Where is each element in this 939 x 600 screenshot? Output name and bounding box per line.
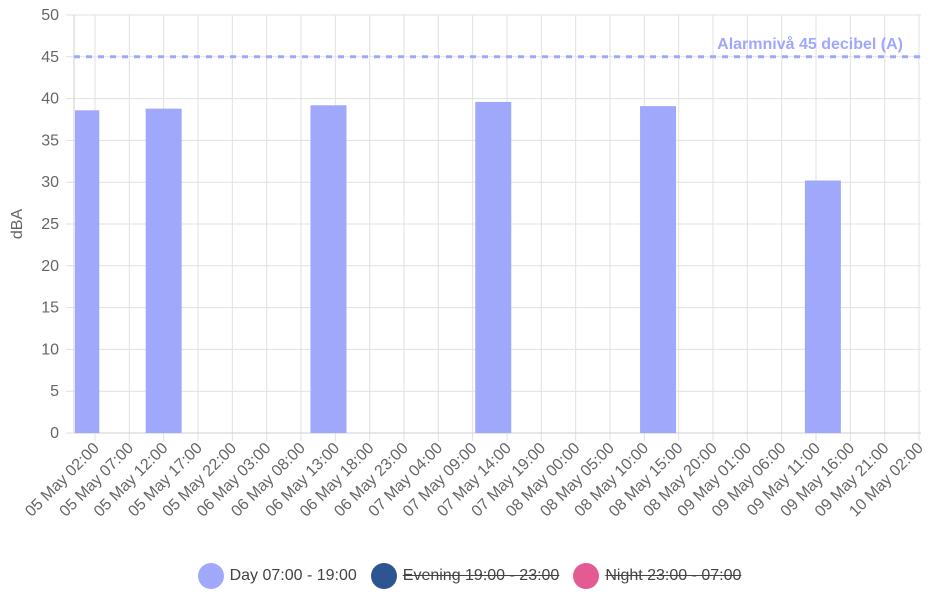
legend-swatch <box>573 563 600 589</box>
legend-swatch <box>370 563 397 589</box>
legend-label: Day 07:00 - 19:00 <box>229 567 357 584</box>
bar[interactable] <box>75 110 100 433</box>
legend-label: Evening 19:00 - 23:00 <box>402 567 560 584</box>
y-tick-label: 5 <box>50 383 59 400</box>
y-tick-label: 15 <box>41 300 59 317</box>
legend-label: Night 23:00 - 07:00 <box>605 567 742 584</box>
alarm-threshold-label: Alarmnivå 45 decibel (A) <box>717 35 903 53</box>
y-tick-label: 20 <box>41 258 59 275</box>
legend-item[interactable]: Day 07:00 - 19:00 <box>197 563 357 589</box>
bar[interactable] <box>640 106 677 434</box>
bar[interactable] <box>145 108 182 433</box>
y-tick-label: 10 <box>41 341 59 358</box>
y-tick-label: 25 <box>41 216 59 233</box>
bar[interactable] <box>310 105 347 434</box>
y-tick-label: 50 <box>41 7 59 24</box>
y-tick-label: 0 <box>50 425 59 442</box>
y-tick-label: 30 <box>41 174 59 191</box>
y-tick-label: 40 <box>41 91 59 108</box>
y-tick-label: 35 <box>41 132 59 149</box>
bar[interactable] <box>804 180 841 433</box>
legend-item[interactable]: Night 23:00 - 07:00 <box>573 563 741 589</box>
legend: Day 07:00 - 19:00 Evening 19:00 - 23:00 Ni… <box>0 560 939 592</box>
legend-item[interactable]: Evening 19:00 - 23:00 <box>370 563 560 589</box>
y-axis-title: dBA <box>9 209 26 240</box>
y-tick-label: 45 <box>41 49 59 66</box>
bar[interactable] <box>475 101 512 433</box>
legend-swatch <box>197 563 224 589</box>
